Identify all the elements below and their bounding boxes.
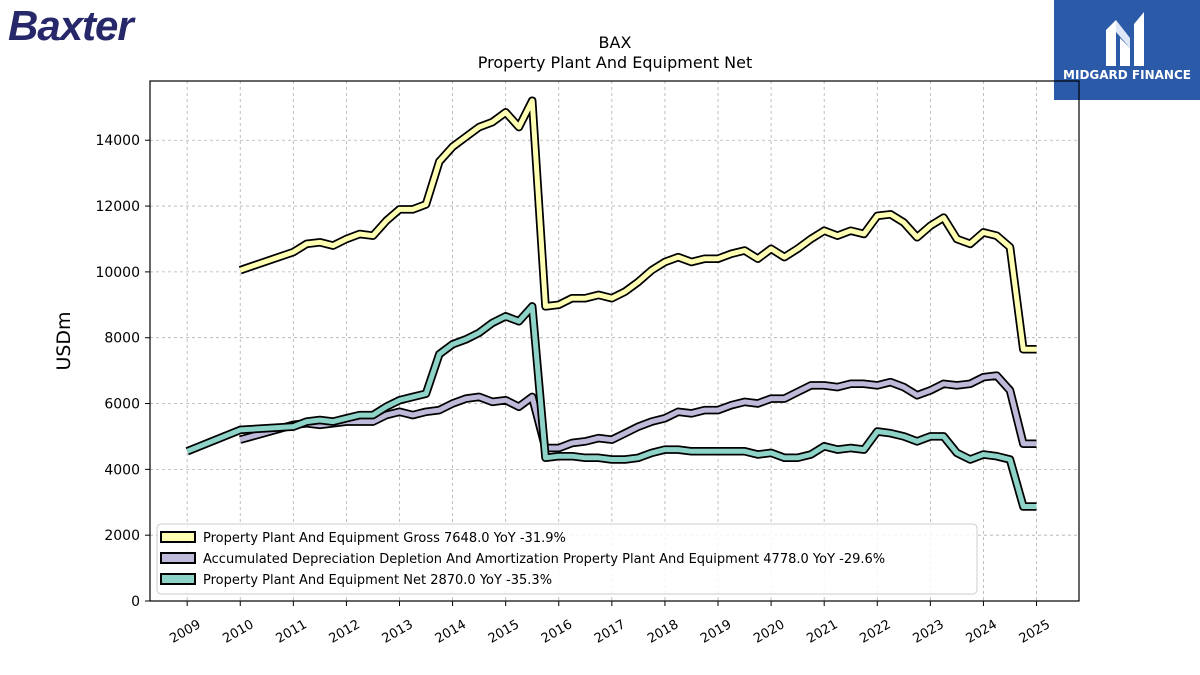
midgard-brand-text: MIDGARD FINANCE [1063,68,1191,82]
midgard-mark-icon [1106,12,1144,66]
x-tick-label: 2018 [645,617,681,647]
x-tick-label: 2015 [486,617,522,647]
legend-swatch-0 [160,531,196,543]
series-line-0 [239,98,1037,352]
x-tick-label: 2014 [433,617,469,647]
x-tick-label: 2019 [698,617,734,647]
legend-swatch-1 [160,552,196,564]
x-tick-label: 2009 [167,617,203,647]
x-tick-label: 2021 [804,617,840,647]
x-tick-label: 2013 [380,617,416,647]
y-ticks: 0 2000 4000 6000 8000 10000 12000 14000 [95,133,150,610]
x-tick-label: 2016 [539,617,575,647]
x-tick-label: 2011 [274,617,310,647]
series-outline-0 [238,96,1037,354]
legend-entry-0: Property Plant And Equipment Gross 7648.… [203,531,566,546]
x-ticks: 2009 2010 2011 2012 2013 2014 2015 2016 2017 2018… [167,601,1053,647]
x-tick-label: 2012 [327,617,363,647]
series-line-1 [239,373,1037,451]
y-tick-label: 0 [131,594,140,610]
y-axis-label: USDm [53,311,75,370]
x-tick-label: 2010 [220,617,256,647]
baxter-logo: Baxter [8,2,134,49]
midgard-finance-logo: MIDGARD FINANCE [1054,0,1200,100]
chart-subtitle: Property Plant And Equipment Net [478,53,753,72]
x-tick-label: 2022 [857,617,893,647]
legend: Property Plant And Equipment Gross 7648.… [156,523,978,595]
y-tick-label: 10000 [95,265,140,281]
y-tick-label: 4000 [104,462,140,478]
series-layer [185,96,1037,511]
legend-entry-2: Property Plant And Equipment Net 2870.0 … [203,573,552,588]
grid [150,81,1079,602]
series-line-2 [186,303,1037,509]
legend-entry-1: Accumulated Depreciation Depletion And A… [203,552,885,567]
x-tick-label: 2024 [964,617,1000,647]
plot-frame [149,80,1080,602]
y-tick-label: 8000 [104,331,140,347]
y-tick-label: 2000 [104,528,140,544]
x-tick-label: 2025 [1017,617,1053,647]
legend-box [156,523,978,595]
y-tick-label: 12000 [95,199,140,215]
legend-swatch-2 [160,573,196,585]
x-tick-label: 2020 [751,617,787,647]
y-tick-label: 6000 [104,397,140,413]
chart-title: BAX [599,33,632,52]
x-tick-label: 2023 [911,617,947,647]
y-tick-label: 14000 [95,133,140,149]
x-tick-label: 2017 [592,617,628,647]
